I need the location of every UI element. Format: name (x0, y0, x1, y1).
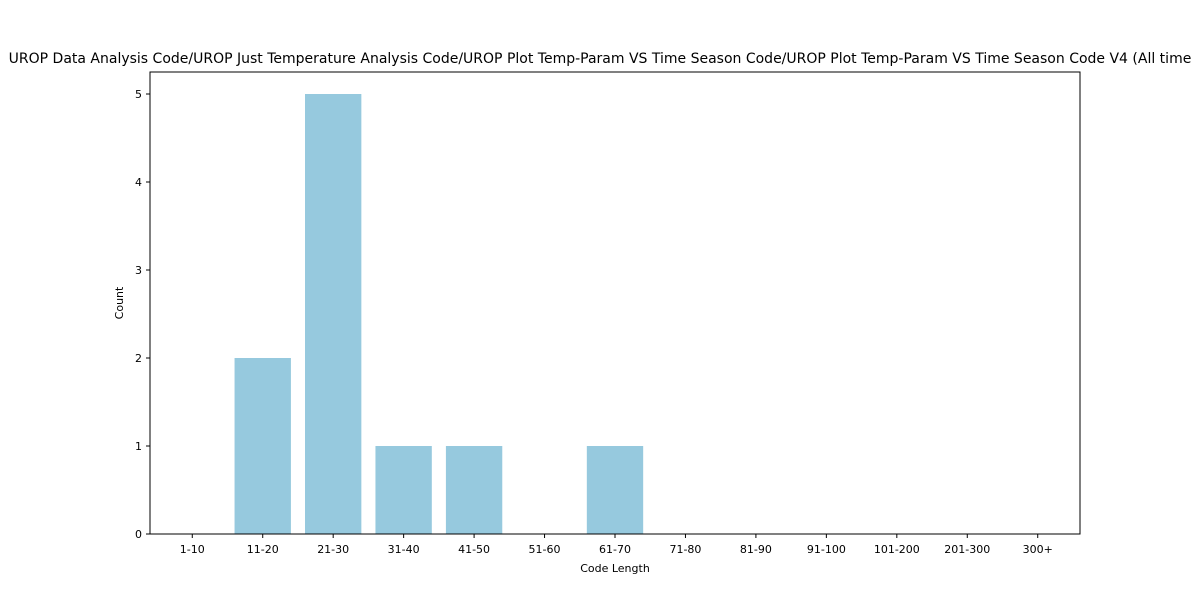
y-tick-label: 5 (135, 88, 142, 101)
x-tick-label: 81-90 (740, 543, 772, 556)
y-tick-label: 3 (135, 264, 142, 277)
y-axis-label: Count (113, 286, 126, 319)
bar-11-20 (234, 358, 291, 534)
y-axis-ticks: 0 1 2 3 4 5 (135, 88, 150, 541)
x-tick-label: 201-300 (944, 543, 990, 556)
x-tick-label: 61-70 (599, 543, 631, 556)
bar-61-70 (586, 446, 644, 534)
x-tick-label: 71-80 (669, 543, 701, 556)
y-tick-label: 0 (135, 528, 142, 541)
bar-41-50 (445, 446, 503, 534)
bars-layer (234, 94, 644, 534)
x-tick-label: 21-30 (317, 543, 349, 556)
x-axis-label: Code Length (580, 562, 650, 575)
x-tick-label: 51-60 (529, 543, 561, 556)
x-tick-label: 11-20 (247, 543, 279, 556)
bar-21-30 (305, 94, 362, 534)
x-tick-label: 1-10 (180, 543, 205, 556)
x-tick-label: 91-100 (807, 543, 846, 556)
chart-title: UROP Data Analysis Code/UROP Just Temper… (9, 51, 1192, 67)
x-tick-label: 41-50 (458, 543, 490, 556)
x-tick-label: 300+ (1023, 543, 1053, 556)
y-tick-label: 1 (135, 440, 142, 453)
x-axis-ticks: 1-10 11-20 21-30 31-40 41-50 51-60 61-70 71-80 8… (180, 534, 1053, 556)
bar-31-40 (375, 446, 432, 534)
x-tick-label: 101-200 (874, 543, 920, 556)
y-tick-label: 4 (135, 176, 142, 189)
y-tick-label: 2 (135, 352, 142, 365)
x-tick-label: 31-40 (388, 543, 420, 556)
